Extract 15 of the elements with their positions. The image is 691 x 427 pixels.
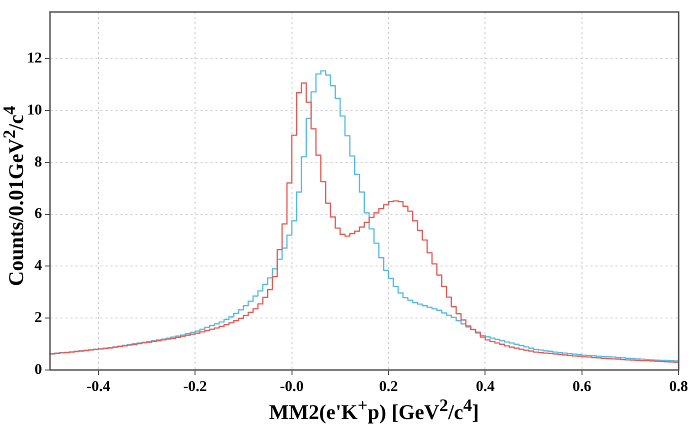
y-tick-label: 6 <box>34 206 42 222</box>
y-tick-label: 10 <box>27 102 42 118</box>
y-tick-label: 2 <box>34 310 42 326</box>
x-tick-label: -0.0 <box>280 378 304 395</box>
y-tick-label: 4 <box>34 258 42 274</box>
y-tick-label: 12 <box>27 50 42 67</box>
x-tick-label: 0.2 <box>379 378 398 395</box>
x-tick-label: -0.2 <box>183 378 207 395</box>
x-axis-title: MM2(e'K$^{+}$p) [GeV$^{2}$/c$^{4}$] <box>268 395 480 425</box>
y-tick-label: 8 <box>34 154 42 170</box>
y-tick-label: 0 <box>34 362 42 378</box>
x-tick-label: 0.4 <box>476 378 496 395</box>
x-tick-label: 0.8 <box>669 378 688 395</box>
x-tick-label: 0.6 <box>572 378 592 395</box>
x-tick-label: -0.4 <box>86 378 111 395</box>
